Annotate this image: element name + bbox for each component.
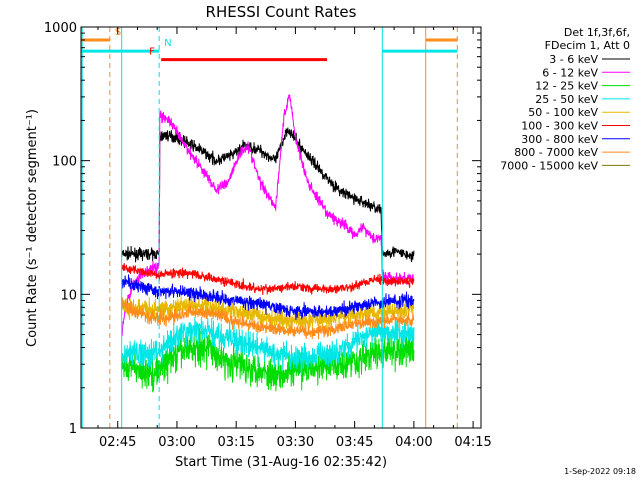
series-line-0 [121, 127, 415, 263]
legend-item-2: 12 - 25 keV [535, 80, 598, 93]
x-axis-label: Start Time (31-Aug-16 02:35:42) [175, 455, 387, 470]
x-tick-label-1: 03:00 [158, 435, 195, 450]
legend-item-5: 100 - 300 keV [521, 120, 598, 133]
plot-area: SNF [81, 27, 458, 428]
y-tick-label-0: 1 [69, 422, 77, 437]
x-tick-label-0: 02:45 [99, 435, 136, 450]
y-tick-label-3: 1000 [44, 21, 77, 36]
x-tick-label-5: 04:00 [395, 435, 432, 450]
legend-header-0: Det 1f,3f,6f, [564, 26, 630, 39]
series-line-2 [121, 327, 415, 393]
legend-item-7: 800 - 7000 keV [514, 146, 598, 159]
legend-item-6: 300 - 800 keV [521, 133, 598, 146]
marker-label-f: F [149, 47, 155, 58]
series-line-1 [121, 94, 415, 336]
legend-item-0: 3 - 6 keV [549, 53, 598, 66]
y-tick-label-1: 10 [60, 288, 77, 303]
plot-frame [80, 26, 482, 429]
legend-header-1: FDecim 1, Att 0 [545, 39, 630, 52]
chart-title: RHESSI Count Rates [206, 3, 357, 21]
series-line-7 [121, 296, 415, 340]
x-tick-label-4: 03:45 [336, 435, 373, 450]
legend-item-4: 50 - 100 keV [528, 106, 598, 119]
series-line-6 [121, 274, 415, 320]
series-line-3 [121, 314, 415, 376]
legend-item-1: 6 - 12 keV [542, 66, 598, 79]
marker-label-n: N [164, 38, 171, 49]
legend-item-3: 25 - 50 keV [535, 93, 598, 106]
footer-timestamp: 1-Sep-2022 09:18 [564, 467, 636, 476]
series-line-5 [121, 263, 415, 296]
axes: 02:45 03:00 03:15 03:30 03:45 04:00 04:15 1 10 10… [44, 21, 492, 450]
legend-item-8: 7000 - 15000 keV [500, 159, 598, 172]
y-tick-label-2: 100 [52, 155, 77, 170]
x-tick-label-3: 03:30 [277, 435, 314, 450]
x-tick-label-2: 03:15 [217, 435, 254, 450]
y-axis-label: Count Rate (s⁻¹ detector segment⁻¹) [25, 109, 40, 347]
x-tick-label-6: 04:15 [454, 435, 491, 450]
